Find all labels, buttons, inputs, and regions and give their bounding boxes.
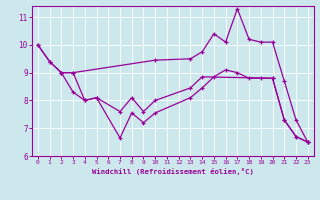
X-axis label: Windchill (Refroidissement éolien,°C): Windchill (Refroidissement éolien,°C) [92,168,254,175]
